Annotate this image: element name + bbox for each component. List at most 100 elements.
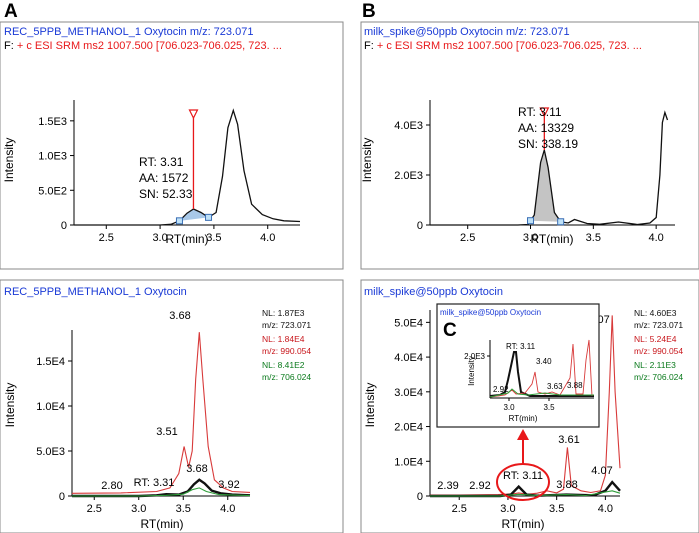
panel-b: milk_spike@50ppb Oxytocin m/z: 723.071 F… <box>360 21 699 270</box>
lower-left-ytick-label-1: 5.0E3 <box>36 446 65 458</box>
inset-c-peak-363: 3.63 <box>547 382 563 391</box>
panel-b-rt-marker-triangle <box>539 107 550 118</box>
lower-right-y-ticks: 0 1.0E4 2.0E4 3.0E4 4.0E4 5.0E4 <box>394 317 430 503</box>
panel-b-xtick-label-0: 2.5 <box>460 232 475 244</box>
inset-c-ytick-label: 2.0E3 <box>464 352 485 361</box>
lower-right-series <box>430 315 621 498</box>
inset-c-xtick-label-2: 3.5 <box>543 403 555 412</box>
lower-right-series-0 <box>430 315 621 496</box>
lower-left-y-ticks: 0 5.0E3 1.0E4 1.5E4 <box>36 356 72 503</box>
panel-a-frame <box>0 21 344 270</box>
panel-b-baseline-start <box>527 217 535 225</box>
panel-b-xtick-label-2: 3.5 <box>586 232 601 244</box>
panel-a-integrated-area <box>179 209 209 221</box>
lower-left-title: REC_5PPB_METHANOL_1 Oxytocin <box>4 286 187 298</box>
panel-a-xtick-label-1: 3.0 <box>152 232 167 244</box>
panel-b-header-prefix: F: <box>364 40 374 52</box>
panel-a-rt-annotation: RT: 3.31 <box>139 155 184 169</box>
lower-right-peak-label-early: 2.92 <box>469 480 490 492</box>
lower-left-xtick-label-2: 3.5 <box>176 503 191 515</box>
panel-b-frame <box>360 21 699 270</box>
lower-left-y-label: Intensity <box>3 383 17 428</box>
lower-left-legend-mz-2: m/z: 706.024 <box>262 372 311 382</box>
lower-right-x-ticks: 2.5 3.0 3.5 4.0 <box>452 496 613 515</box>
panel-a-x-label: RT(min) <box>165 232 208 246</box>
panel-b-ytick-label-2: 4.0E3 <box>394 120 423 132</box>
panel-b-sn-annotation: SN: 338.19 <box>518 137 578 151</box>
inset-c-trace-green <box>489 388 594 398</box>
lower-left-ytick-label-3: 1.5E4 <box>36 356 65 368</box>
lower-right-ytick-label-4: 4.0E4 <box>394 352 423 364</box>
lower-left-x-ticks: 2.5 3.0 3.5 4.0 <box>87 496 235 515</box>
lower-left-series-2 <box>72 487 251 497</box>
lower-left-series <box>71 332 251 498</box>
panel-a-sn-annotation: SN: 52.33 <box>139 187 193 201</box>
panel-b-ytick-label-0: 0 <box>417 220 423 232</box>
panel-lower-left: REC_5PPB_METHANOL_1 Oxytocin NL: 1.87E3 m… <box>0 279 344 533</box>
lower-left-legend-nl-1: NL: 1.84E4 <box>262 334 305 344</box>
lower-right-ytick-label-2: 2.0E4 <box>394 422 423 434</box>
panel-a-trace <box>74 108 301 226</box>
lower-left-frame <box>0 279 344 533</box>
panel-lower-right: milk_spike@50ppb Oxytocin NL: 4.60E3 m/z:… <box>360 279 699 533</box>
inset-c-y-label: Intensity <box>467 356 476 386</box>
lower-left-series-0 <box>71 332 251 494</box>
panel-a-x-ticks: 2.5 3.0 3.5 4.0 <box>99 225 275 244</box>
lower-left-legend-mz-0: m/z: 723.071 <box>262 320 311 330</box>
panel-b-area-annotation: AA: 13329 <box>518 121 574 135</box>
lower-right-legend-mz-0: m/z: 723.071 <box>634 320 683 330</box>
lower-left-peak-label-rt: RT: 3.31 <box>134 477 175 489</box>
inset-c-peak-rt: RT: 3.11 <box>506 342 536 351</box>
lower-left-legend-nl-2: NL: 8.41E2 <box>262 360 305 370</box>
panel-b-rt-annotation: RT: 3.11 <box>518 105 562 119</box>
lower-right-peak-label-black: 4.07 <box>591 465 612 477</box>
panel-a-baseline-start <box>175 217 183 225</box>
panel-b-xtick-label-3: 4.0 <box>649 232 664 244</box>
panel-a-header-scan: F: + c ESI SRM ms2 1007.500 [706.023-706… <box>4 40 282 52</box>
lower-left-peak-label-black: 3.68 <box>186 463 207 475</box>
lower-left-ytick-label-0: 0 <box>59 491 65 503</box>
lower-right-legend-nl-1: NL: 5.24E4 <box>634 334 677 344</box>
lower-left-xtick-label-0: 2.5 <box>87 503 102 515</box>
lower-right-title: milk_spike@50ppb Oxytocin <box>364 286 503 298</box>
lower-right-legend-nl-0: NL: 4.60E3 <box>634 308 677 318</box>
panel-a-y-ticks: 0 5.0E2 1.0E3 1.5E3 <box>38 116 74 232</box>
lower-right-xtick-label-0: 2.5 <box>452 503 467 515</box>
lower-left-peak-label-red: 3.68 <box>169 310 190 322</box>
panel-b-baseline-end <box>557 218 565 226</box>
inset-c-peak-388: 3.88 <box>567 381 583 390</box>
lower-right-xtick-label-3: 4.0 <box>598 503 613 515</box>
lower-right-callout-arrow-head <box>517 429 529 440</box>
panel-b-x-label: RT(min) <box>530 232 573 246</box>
lower-left-xtick-label-3: 4.0 <box>220 503 235 515</box>
lower-right-peak-label-rt: RT: 3.11 <box>503 470 543 482</box>
panel-a: REC_5PPB_METHANOL_1 Oxytocin m/z: 723.07… <box>0 21 344 270</box>
panel-a-baseline-end <box>205 213 213 221</box>
panel-a-ytick-label-0: 0 <box>61 220 67 232</box>
lower-left-ytick-label-2: 1.0E4 <box>36 401 65 413</box>
lower-right-legend-mz-1: m/z: 990.054 <box>634 346 683 356</box>
panel-b-y-label: Intensity <box>360 138 374 183</box>
lower-left-legend-nl-0: NL: 1.87E3 <box>262 308 305 318</box>
panel-a-y-label: Intensity <box>2 138 16 183</box>
lower-right-xtick-label-2: 3.5 <box>549 503 564 515</box>
panel-a-xtick-label-0: 2.5 <box>99 232 114 244</box>
panel-b-header-scan-text: + c ESI SRM ms2 1007.500 [706.023-706.02… <box>374 40 642 52</box>
panel-a-ytick-label-3: 1.5E3 <box>38 116 67 128</box>
lower-right-peak-label-mid: 3.61 <box>558 434 579 446</box>
inset-c-peak-340: 3.40 <box>536 357 552 366</box>
panel-b-plot: 2.5 3.0 3.5 4.0 0 2.0E3 4.0E3 RT: 3.11 AA: 13… <box>360 100 675 246</box>
panel-label-b: B <box>362 1 376 22</box>
panel-label-c: C <box>443 320 457 341</box>
inset-c-xtick-label-1: 3.0 <box>503 403 515 412</box>
lower-right-legend-mz-2: m/z: 706.024 <box>634 372 683 382</box>
lower-right-legend: NL: 4.60E3 m/z: 723.071 NL: 5.24E4 m/z: 990… <box>634 308 683 382</box>
lower-right-peak-label-late: 3.88 <box>556 479 577 491</box>
panel-a-xtick-label-3: 4.0 <box>260 232 275 244</box>
panel-a-area-annotation: AA: 1572 <box>139 171 189 185</box>
panel-a-plot: 2.5 3.0 3.5 4.0 0 5.0E2 1.0E3 1.5E3 RT: 3.31 A… <box>2 100 301 246</box>
lower-right-peak-label-start: 2.39 <box>437 480 458 492</box>
panel-b-xtick-label-1: 3.0 <box>523 232 538 244</box>
panel-a-header-prefix: F: <box>4 40 14 52</box>
